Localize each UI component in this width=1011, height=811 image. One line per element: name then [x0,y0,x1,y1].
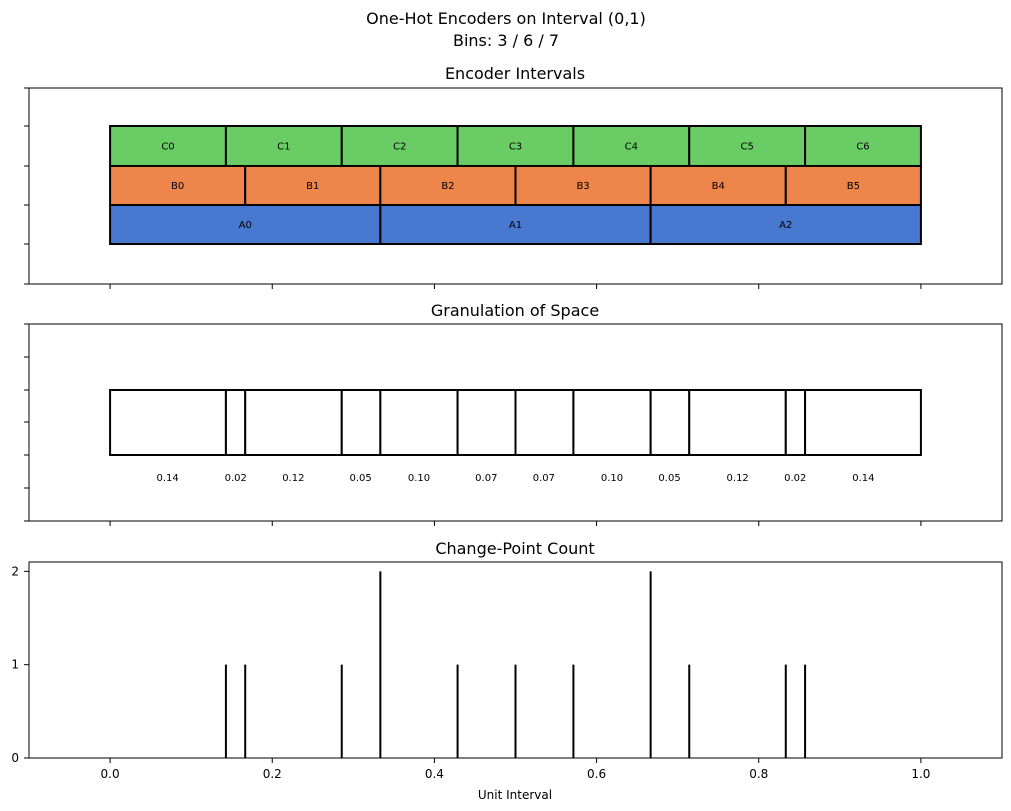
encoder-bin-label: C5 [740,142,753,153]
encoder-bin [340,125,459,167]
granulation-panel: Granulation of Space 0.14 0.02 0.12 0.05 0.1… [24,301,1003,526]
granule-cell [688,389,787,456]
granule-cell [784,389,807,456]
encoder-bin-label: A2 [779,220,792,231]
x-tick-label: 0.0 [101,767,120,781]
y-tick-label: 1 [11,658,19,672]
granulation-frame [28,323,1003,522]
granule-width-label: 0.02 [784,473,806,484]
encoder-bin-label: C4 [625,142,638,153]
granule-width-label: 0.10 [601,473,623,484]
granule-width-label: 0.07 [475,473,497,484]
encoder-bin-label: C1 [277,142,290,153]
encoder-bin-label: A1 [509,220,522,231]
granule-cell [804,389,922,456]
encoder-bin [514,165,652,206]
encoder-bin-label: C3 [509,142,522,153]
encoder-bin-label: B3 [576,181,589,192]
granule-cell [514,389,575,456]
granule-cell [224,389,247,456]
figure-title-line2: Bins: 3 / 6 / 7 [453,31,559,50]
granule-cell [572,389,652,456]
encoder-bin [379,204,652,245]
change-point-panel: Change-Point Count 0.0 0.2 0.4 0.6 0.8 1.0 0 1 2… [11,539,1003,802]
x-tick-label: 0.2 [263,767,282,781]
encoder-bin [379,165,517,206]
x-tick-label: 0.4 [425,767,444,781]
granule-cell [456,389,517,456]
encoder-bin [804,125,922,167]
granule-width-label: 0.02 [225,473,247,484]
x-tick-label: 0.8 [749,767,768,781]
granule-cell [244,389,343,456]
encoder-bin-label: B4 [712,181,725,192]
figure-title-line1: One-Hot Encoders on Interval (0,1) [366,9,646,28]
granule-width-label: 0.10 [408,473,430,484]
x-tick-label: 0.6 [587,767,606,781]
encoder-bin-label: B5 [847,181,860,192]
x-tick-label: 1.0 [911,767,930,781]
x-axis-label: Unit Interval [478,788,552,802]
y-tick-label: 2 [11,564,19,578]
granule-width-label: 0.12 [727,473,749,484]
encoder-intervals-title: Encoder Intervals [445,64,585,83]
encoder-bin [109,204,382,245]
y-tick-label: 0 [11,751,19,765]
encoder-bin [649,165,787,206]
encoder-bin [244,165,382,206]
granulation-title: Granulation of Space [431,301,599,320]
encoder-intervals-frame [28,87,1003,285]
encoder-bin [784,165,922,206]
encoder-bin [572,125,691,167]
granule-width-label: 0.14 [852,473,874,484]
granule-cell [649,389,691,456]
encoder-bin-label: B0 [171,181,184,192]
encoder-bin-label: A0 [239,220,252,231]
granule-width-label: 0.05 [349,473,371,484]
granule-width-label: 0.07 [533,473,555,484]
encoder-intervals-panel: Encoder Intervals A0 A1 A2 B0 B1 B2 B3 B4 B5 C0 C1… [24,64,1003,289]
encoder-bin [109,125,227,167]
encoder-bin-label: C0 [161,142,174,153]
granule-cell [340,389,382,456]
change-point-title: Change-Point Count [435,539,594,558]
change-point-frame [28,561,1003,759]
encoder-bin-label: C2 [393,142,406,153]
encoder-bin [456,125,575,167]
granule-width-label: 0.12 [282,473,304,484]
granule-cell [109,389,227,456]
encoder-bin-label: B2 [441,181,454,192]
granule-cell [379,389,459,456]
granule-width-label: 0.14 [157,473,179,484]
granule-width-label: 0.05 [658,473,680,484]
encoder-bin-label: B1 [306,181,319,192]
encoder-bin-label: C6 [856,142,869,153]
